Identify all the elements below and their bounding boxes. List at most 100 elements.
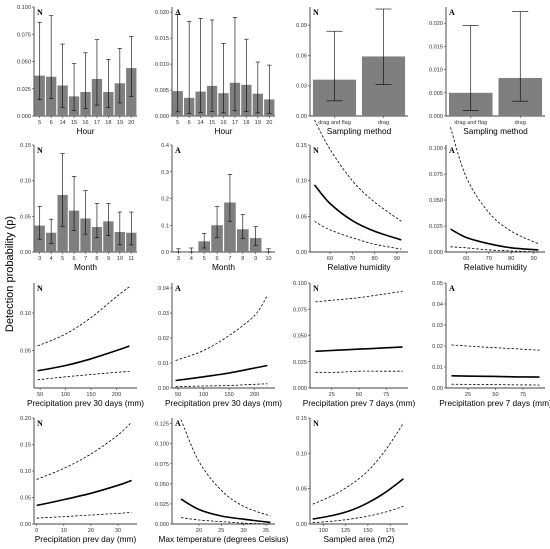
y-tick-label: 0.05 (432, 281, 443, 287)
panel-p9: 0.05 0.10 Precipitation prev 30 days (mm)5… (20, 283, 144, 408)
y-tick-label: 0.2 (161, 197, 169, 203)
y-tick-label: 0.10 (296, 451, 307, 457)
x-axis-label: Precipitation prev 7 days (mm) (303, 398, 416, 408)
lower-ci-line (451, 383, 540, 386)
x-axis-label: Sampled area (m2) (323, 534, 394, 544)
x-axis-label: Relative humidity (327, 262, 391, 272)
x-tick-label: 0 (35, 528, 38, 534)
x-tick-label: 14 (59, 120, 65, 126)
x-tick-label: 6 (50, 120, 53, 126)
panel-p13: 0.00 0.05 0.10 0.15 0.20 Precipitation prev d… (20, 416, 137, 544)
fitted-line (451, 375, 540, 378)
bar (211, 225, 223, 252)
x-tick-label: 4 (190, 256, 193, 262)
x-tick-label: 25 (329, 392, 335, 398)
x-tick-label: drag and flag (318, 120, 351, 126)
y-tick-label: 0.100 (155, 442, 169, 448)
upper-ci-line (36, 421, 132, 480)
x-tick-label: 19 (117, 120, 123, 126)
y-tick-label: 0.050 (429, 198, 443, 204)
x-tick-label: 3 (177, 256, 180, 262)
y-tick-label: 0.025 (429, 224, 443, 230)
x-tick-label: 16 (220, 120, 226, 126)
panel-tag: A (175, 284, 181, 293)
x-tick-label: 50 (37, 392, 43, 398)
x-tick-label: 20 (266, 120, 272, 126)
upper-ci-line (37, 286, 130, 347)
panel-tag: A (175, 146, 181, 155)
y-tick-label: 0.20 (20, 416, 31, 422)
y-tick-label: 0.04 (158, 286, 169, 292)
y-tick-label: 0.05 (20, 214, 31, 220)
y-tick-label: 0.025 (155, 502, 169, 508)
fitted-line (36, 479, 132, 507)
x-tick-label: 60 (327, 256, 333, 262)
panel-tag: N (313, 8, 319, 17)
y-tick-label: 0.005 (155, 88, 169, 94)
x-tick-label: 25 (465, 392, 471, 398)
x-tick-label: 5 (176, 120, 179, 126)
x-tick-label: 19 (255, 120, 261, 126)
panel-tag: A (449, 8, 455, 17)
y-tick-label: 0.03 (432, 323, 443, 329)
x-tick-label: 150 (363, 528, 372, 534)
bar (103, 221, 114, 252)
y-tick-label: 0.000 (293, 386, 307, 392)
y-tick-label: 0.100 (429, 146, 443, 152)
y-tick-label: 0.02 (158, 336, 169, 342)
upper-ci-line (180, 419, 271, 517)
y-tick-label: 0.00 (20, 250, 31, 256)
x-tick-label: 15 (71, 120, 77, 126)
y-tick-label: 0.000 (155, 522, 169, 528)
x-tick-label: 11 (128, 256, 134, 262)
panel-tag: N (313, 419, 319, 428)
y-tick-label: 0.00 (296, 250, 307, 256)
y-tick-label: 0.025 (17, 87, 31, 93)
x-tick-label: 18 (105, 120, 111, 126)
fitted-line (312, 478, 404, 520)
y-tick-label: 0.010 (155, 62, 169, 68)
y-tick-label: 0.050 (155, 482, 169, 488)
x-tick-label: 150 (224, 392, 233, 398)
x-tick-label: 50 (175, 392, 181, 398)
y-tick-label: 0.15 (20, 143, 31, 149)
y-tick-label: 0.000 (155, 114, 169, 120)
y-tick-label: 0.020 (155, 10, 169, 16)
x-axis-label: Precipitation prev 7 days (mm) (439, 398, 550, 408)
panel-tag: N (37, 146, 43, 155)
x-tick-label: 20 (88, 528, 94, 534)
lower-ci-line (36, 511, 132, 519)
y-tick-label: 0.000 (429, 250, 443, 256)
x-tick-label: 90 (394, 256, 400, 262)
x-tick-label: drag and flag (454, 120, 487, 126)
x-tick-label: 50 (492, 392, 498, 398)
bar (237, 229, 249, 252)
y-tick-label: 0.02 (432, 344, 443, 350)
y-tick-label: 0.0 (161, 250, 169, 256)
x-axis-label: Hour (77, 126, 95, 136)
x-tick-label: 70 (349, 256, 355, 262)
x-tick-label: drag (378, 120, 389, 126)
x-tick-label: 125 (341, 528, 350, 534)
x-axis-label: Precipitation prev 30 days (mm) (27, 398, 144, 408)
panel-p8: 0.000 0.025 0.050 0.075 0.100 Relative humidi… (429, 127, 545, 272)
y-tick-label: 0.005 (429, 91, 443, 97)
x-tick-label: 9 (254, 256, 257, 262)
y-tick-label: 0.15 (296, 416, 307, 422)
y-tick-label: 0.3 (161, 170, 169, 176)
x-tick-label: 5 (203, 256, 206, 262)
upper-ci-line (315, 291, 403, 303)
y-tick-label: 0.10 (20, 469, 31, 475)
x-tick-label: 14 (197, 120, 203, 126)
x-tick-label: 35 (263, 528, 269, 534)
panel-p2: 0.000 0.005 0.010 0.015 0.020 Hour 5 6 14 15 16 17 1… (155, 7, 275, 136)
upper-ci-line (175, 295, 268, 361)
x-tick-label: 7 (228, 256, 231, 262)
x-tick-label: 150 (86, 392, 95, 398)
x-tick-label: 100 (61, 392, 70, 398)
x-tick-label: 18 (243, 120, 249, 126)
x-tick-label: 8 (241, 256, 244, 262)
panel-tag: N (37, 8, 43, 17)
x-axis-label: Month (212, 262, 235, 272)
